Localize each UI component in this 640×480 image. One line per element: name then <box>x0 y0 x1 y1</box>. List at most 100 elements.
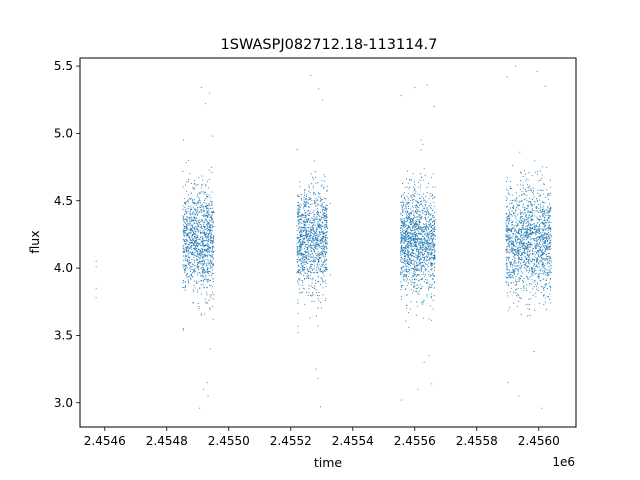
data-point <box>540 291 542 294</box>
data-point <box>303 288 305 290</box>
data-point <box>194 280 196 282</box>
data-point <box>417 219 419 221</box>
data-point <box>207 269 209 271</box>
data-point <box>533 253 535 255</box>
data-point <box>526 266 529 268</box>
data-point <box>511 215 513 217</box>
data-point <box>506 246 508 248</box>
data-point <box>410 223 412 225</box>
data-point <box>426 264 428 266</box>
data-point <box>533 286 535 288</box>
data-point <box>434 281 436 283</box>
data-point <box>304 204 306 206</box>
data-point <box>192 188 194 190</box>
data-point <box>193 232 195 234</box>
data-point <box>511 222 513 224</box>
data-point <box>310 213 312 215</box>
data-point <box>185 265 187 267</box>
data-point <box>535 252 537 254</box>
data-point <box>411 199 413 201</box>
data-point <box>521 245 523 248</box>
data-point <box>306 201 308 203</box>
data-point <box>518 229 520 231</box>
data-point <box>507 217 510 220</box>
data-point <box>530 246 532 248</box>
data-point <box>526 200 528 202</box>
data-point <box>323 275 325 277</box>
data-point <box>536 198 538 200</box>
data-point <box>548 192 550 194</box>
data-point <box>513 271 515 273</box>
data-point <box>317 227 319 229</box>
data-point <box>425 223 427 225</box>
data-point <box>316 265 318 267</box>
data-point <box>410 212 412 214</box>
data-point <box>516 206 518 209</box>
data-point <box>306 291 308 293</box>
data-point <box>550 260 552 262</box>
data-point <box>183 265 186 267</box>
data-point <box>401 246 403 248</box>
data-point <box>541 177 543 179</box>
data-point <box>309 245 311 247</box>
data-point <box>508 245 510 247</box>
data-point <box>420 251 422 253</box>
data-point <box>186 217 188 219</box>
data-point <box>525 232 527 234</box>
data-point <box>407 263 409 265</box>
data-point <box>306 276 308 278</box>
data-point <box>528 211 530 213</box>
data-point <box>410 254 412 256</box>
data-point <box>313 239 315 241</box>
data-point <box>305 204 307 206</box>
data-point <box>403 259 405 261</box>
data-point <box>413 284 415 286</box>
data-point <box>522 246 524 248</box>
data-point <box>420 177 422 179</box>
data-point <box>416 274 418 276</box>
data-point <box>433 267 435 269</box>
data-point <box>320 228 323 230</box>
data-point <box>304 198 306 201</box>
data-point <box>509 234 511 236</box>
data-point <box>205 250 207 252</box>
data-point <box>536 283 538 285</box>
data-point <box>424 207 426 209</box>
data-point <box>525 219 527 221</box>
data-point <box>401 204 403 206</box>
data-point <box>306 227 308 229</box>
data-point <box>190 247 192 249</box>
data-point <box>407 246 409 249</box>
data-point <box>432 308 434 310</box>
data-point <box>402 284 404 286</box>
data-point <box>198 196 200 198</box>
data-point <box>401 210 403 212</box>
data-point <box>198 222 200 224</box>
data-point <box>550 228 552 230</box>
data-point <box>418 216 420 218</box>
data-point <box>412 211 414 213</box>
data-point <box>402 262 404 264</box>
data-point <box>403 222 405 224</box>
data-point <box>520 219 522 221</box>
data-point <box>201 219 203 221</box>
data-point <box>404 268 406 270</box>
data-point <box>208 214 211 216</box>
data-point <box>201 254 203 256</box>
data-point <box>206 207 208 209</box>
data-point <box>306 234 309 236</box>
data-point <box>303 224 305 226</box>
data-point <box>187 224 189 226</box>
data-point <box>517 280 519 283</box>
data-point <box>538 218 540 220</box>
data-point <box>205 226 207 228</box>
data-point <box>318 239 320 241</box>
data-point <box>416 246 418 248</box>
data-point <box>197 259 199 261</box>
data-point <box>418 244 420 246</box>
data-point <box>425 268 427 270</box>
data-point <box>305 272 307 274</box>
data-point <box>191 225 193 227</box>
data-point <box>320 260 322 262</box>
data-point <box>420 201 422 203</box>
